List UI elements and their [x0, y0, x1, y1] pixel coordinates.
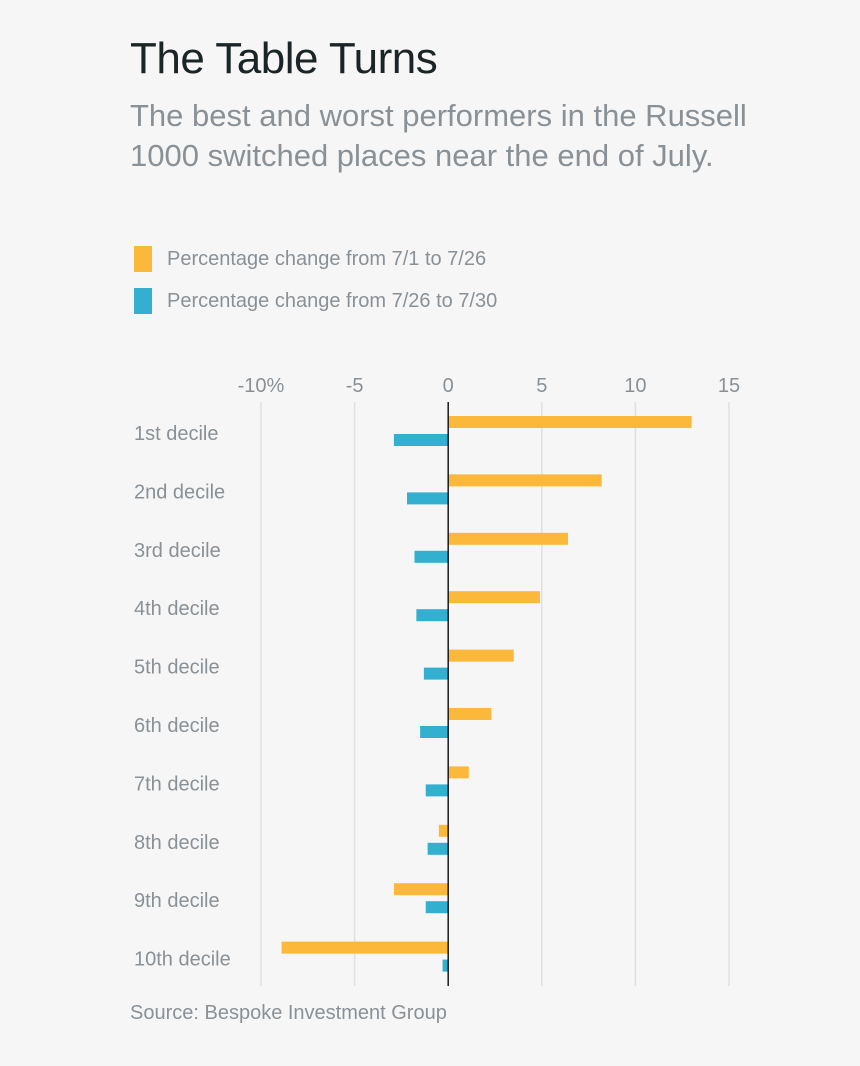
- category-label: 9th decile: [134, 890, 220, 912]
- category-label: 1st decile: [134, 423, 219, 445]
- bar-series-2: [416, 609, 449, 622]
- category-label: 6th decile: [134, 715, 220, 737]
- legend-item-series-1: Percentage change from 7/1 to 7/26: [134, 246, 486, 272]
- category-label: 5th decile: [134, 657, 220, 679]
- category-label: 10th decile: [134, 949, 231, 971]
- category-label: 8th decile: [134, 832, 220, 854]
- source-note: Source: Bespoke Investment Group: [130, 1002, 447, 1024]
- legend-swatch-series-1: [134, 246, 152, 272]
- bar-series-1: [448, 474, 602, 487]
- bar-series-2: [414, 550, 449, 563]
- x-tick-label: 5: [536, 375, 547, 397]
- category-label: 3rd decile: [134, 540, 221, 562]
- legend-label-series-2: Percentage change from 7/26 to 7/30: [167, 289, 498, 312]
- bar-series-1: [448, 766, 469, 779]
- x-tick-label: 0: [443, 375, 454, 397]
- bar-series-1: [448, 649, 514, 662]
- bar-series-2: [420, 726, 449, 738]
- x-tick-label: -5: [346, 375, 364, 397]
- category-label: 7th decile: [134, 773, 220, 795]
- bar-series-2: [407, 492, 449, 505]
- x-tick-label: -10%: [238, 375, 285, 397]
- category-label: 4th decile: [134, 598, 220, 620]
- bar-series-1: [438, 824, 449, 837]
- bar-series-1: [448, 591, 540, 604]
- legend-swatch-series-2: [134, 288, 152, 314]
- x-tick-label: 10: [624, 375, 646, 397]
- bar-series-2: [423, 667, 449, 680]
- bar-series-2: [425, 784, 449, 797]
- bar-series-1: [448, 532, 569, 545]
- bar-series-2: [393, 434, 449, 446]
- chart-subtitle: The best and worst performers in the Rus…: [130, 98, 747, 173]
- category-label: 2nd decile: [134, 481, 225, 503]
- bar-series-2: [427, 842, 449, 855]
- bar-series-1: [448, 416, 692, 428]
- chart-title: The Table Turns: [130, 34, 438, 83]
- bar-series-1: [281, 941, 449, 954]
- bar-chart: -10% -5 0 5 10 15 1st decile 2nd decile 3rd deci…: [134, 375, 740, 986]
- legend-label-series-1: Percentage change from 7/1 to 7/26: [167, 247, 487, 270]
- bar-series-2: [442, 959, 449, 972]
- bar-series-1: [393, 883, 449, 896]
- x-tick-label: 15: [718, 375, 740, 397]
- bar-series-1: [448, 708, 492, 720]
- legend-item-series-2: Percentage change from 7/26 to 7/30: [134, 288, 497, 314]
- bar-series-2: [425, 901, 449, 914]
